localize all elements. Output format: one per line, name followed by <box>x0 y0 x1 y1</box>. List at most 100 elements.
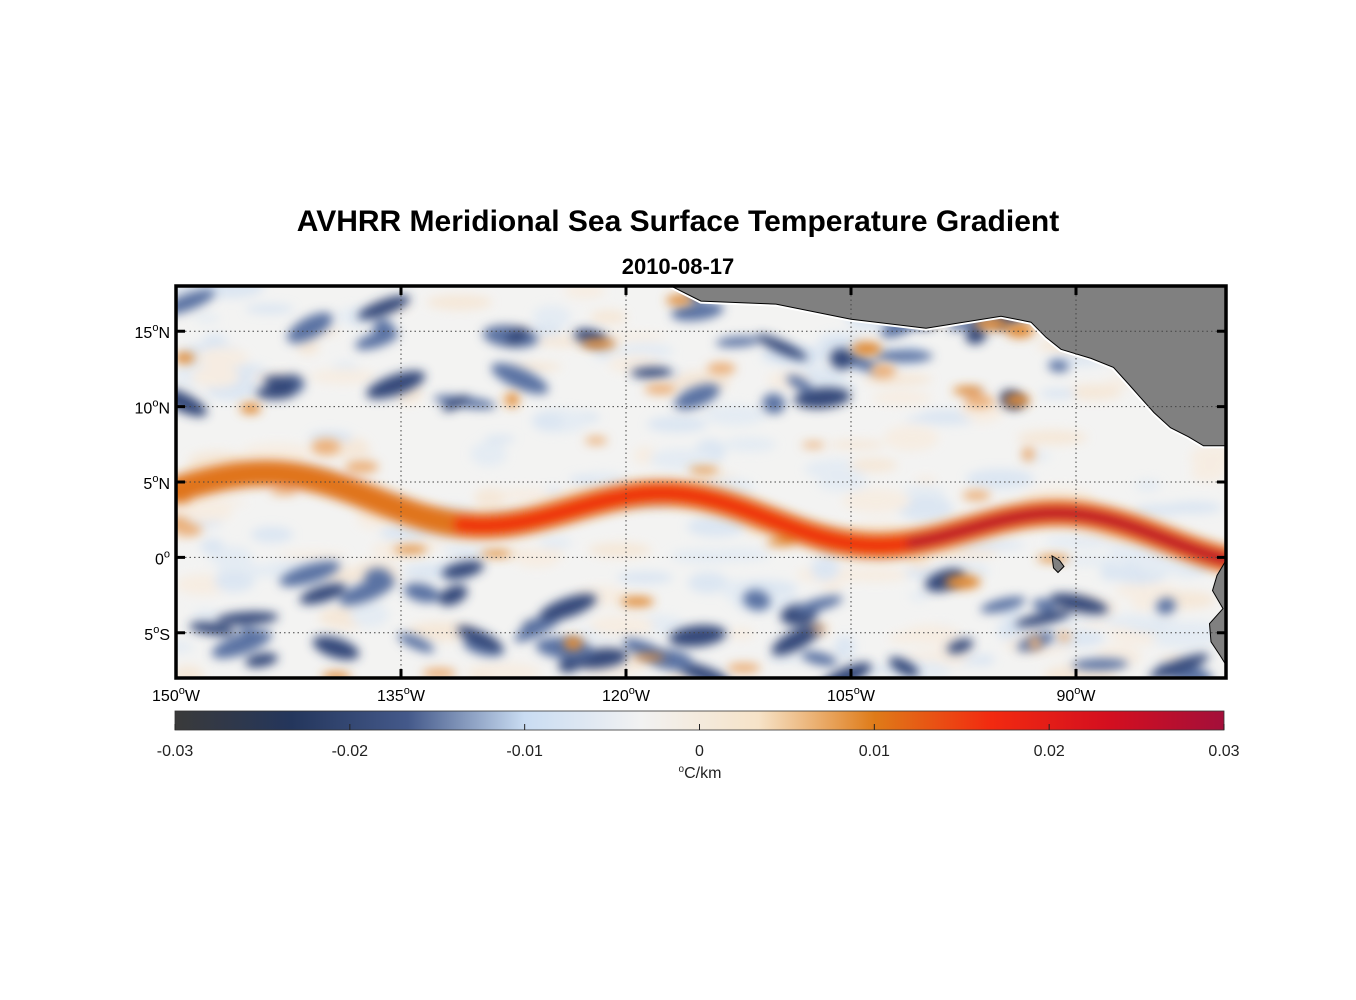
field-blob <box>379 525 432 541</box>
field-blob <box>344 460 379 474</box>
field-blob <box>801 441 825 448</box>
field-blob <box>688 467 720 474</box>
field-blob <box>644 383 677 395</box>
field-blob <box>715 336 761 347</box>
field-blob <box>904 415 973 424</box>
field-blob <box>581 338 617 349</box>
field-blob <box>532 324 562 337</box>
field-blob <box>666 295 693 306</box>
field-blob <box>896 496 954 521</box>
field-blob <box>506 392 519 407</box>
field-blob <box>1044 535 1120 549</box>
central-america-outline <box>669 286 1226 447</box>
field-blob <box>1064 384 1123 400</box>
colorbar-tick-label: -0.01 <box>506 743 543 760</box>
field-blob <box>671 302 724 321</box>
field-blob <box>1134 479 1162 492</box>
field-blob <box>240 403 261 414</box>
field-blob <box>817 333 863 352</box>
field-blob <box>214 571 255 592</box>
field-blob <box>200 538 225 555</box>
field-blob <box>649 448 713 470</box>
lon-tick-label: 120oW <box>602 685 651 705</box>
field-blob <box>687 516 746 537</box>
field-blob <box>1190 445 1226 471</box>
field-blob <box>810 556 840 581</box>
field-blob <box>810 625 826 633</box>
field-blob <box>189 622 236 636</box>
field-blob <box>176 498 248 507</box>
field-blob <box>538 536 573 549</box>
field-blob <box>964 394 995 409</box>
field-blob <box>965 468 1035 490</box>
field-blob <box>620 596 654 607</box>
field-blob <box>687 572 729 594</box>
field-blob <box>944 574 981 590</box>
lon-tick-label: 105oW <box>827 685 876 705</box>
field-blob <box>491 363 549 394</box>
field-blob <box>1133 504 1189 516</box>
field-blob <box>1059 556 1122 566</box>
field-blob <box>442 395 470 412</box>
field-blob <box>1028 636 1042 650</box>
field-blob <box>311 438 341 455</box>
field-blob <box>871 390 932 405</box>
field-blob <box>795 595 843 614</box>
field-blob <box>191 366 240 388</box>
field-blob <box>192 609 219 622</box>
field-blob <box>817 475 869 492</box>
field-blob <box>929 547 998 559</box>
field-blob <box>1057 631 1072 642</box>
colorbar-tick-label: 0 <box>695 743 704 760</box>
field-blob <box>674 383 720 410</box>
field-blob <box>296 338 320 355</box>
lon-tick-label: 90oW <box>1056 685 1096 705</box>
field-blob <box>211 630 272 659</box>
field-blob <box>647 415 708 433</box>
field-blob <box>1149 653 1209 678</box>
longitude-labels: 150oW 135oW 120oW 105oW 90oW <box>152 685 1096 705</box>
field-blob <box>962 490 991 501</box>
field-blob <box>874 350 933 363</box>
field-blob <box>1006 323 1034 338</box>
field-blob <box>834 635 856 660</box>
field-blob <box>914 476 937 487</box>
data-field <box>176 286 1226 678</box>
field-blob <box>947 638 974 654</box>
field-blob <box>480 550 511 557</box>
map-subtitle: 2010-08-17 <box>621 254 735 279</box>
field-blob <box>568 475 596 485</box>
field-blob <box>470 441 507 467</box>
field-blob <box>309 368 377 385</box>
field-blob <box>474 487 506 509</box>
field-blob <box>1049 593 1109 614</box>
field-blob <box>532 411 564 431</box>
field-blob <box>590 309 628 325</box>
field-blob <box>532 305 572 329</box>
field-blob <box>515 551 559 568</box>
field-blob <box>197 347 249 369</box>
field-blob <box>498 488 553 501</box>
lat-tick-label: 5oN <box>143 473 170 493</box>
lat-tick-label: 10oN <box>135 398 170 418</box>
field-blob <box>630 367 673 378</box>
field-blob <box>176 387 207 417</box>
field-blob <box>908 590 930 602</box>
field-blob <box>756 334 808 361</box>
field-blob <box>563 286 606 299</box>
field-blob <box>422 667 457 678</box>
field-blob <box>441 560 484 580</box>
field-blob <box>176 523 203 536</box>
field-blob <box>312 636 360 660</box>
field-blob <box>393 545 428 554</box>
field-blob <box>888 657 920 678</box>
field-blob <box>727 662 761 674</box>
field-blob <box>727 627 755 640</box>
field-blob <box>704 404 767 426</box>
field-blob <box>278 551 349 560</box>
field-blob <box>669 625 727 647</box>
colorbar-tick-label: -0.03 <box>157 743 194 760</box>
field-blob <box>250 526 294 543</box>
field-blob <box>600 332 667 342</box>
colorbar-unit: oC/km <box>679 764 722 782</box>
